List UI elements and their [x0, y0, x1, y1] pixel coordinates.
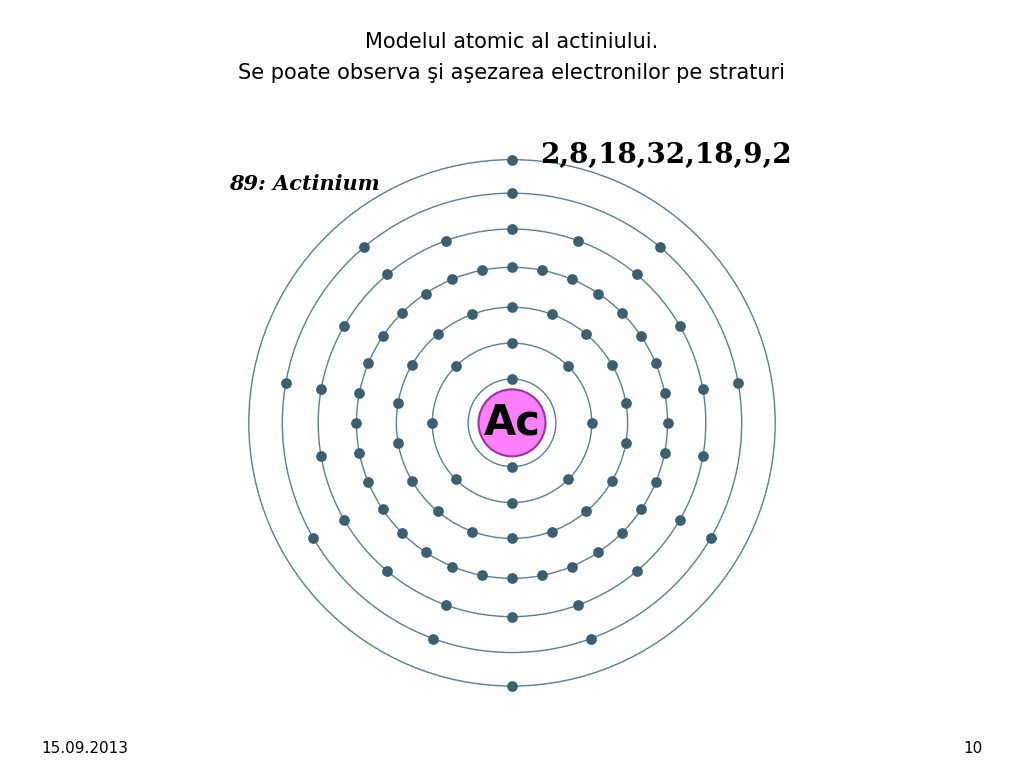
Point	[672, 319, 688, 332]
Point	[429, 505, 445, 518]
Point	[651, 240, 668, 253]
Point	[560, 473, 577, 485]
Point	[394, 527, 411, 539]
Point	[447, 473, 464, 485]
Point	[444, 273, 461, 285]
Point	[617, 437, 634, 449]
Point	[702, 531, 719, 544]
Point	[504, 372, 520, 385]
Point	[504, 223, 520, 235]
Point	[403, 475, 420, 487]
Point	[504, 301, 520, 313]
Point	[348, 417, 365, 429]
Point	[730, 377, 746, 389]
Point	[504, 187, 520, 199]
Point	[629, 565, 645, 578]
Point	[351, 447, 368, 459]
Text: 89: Actinium: 89: Actinium	[229, 174, 380, 194]
Point	[418, 546, 434, 558]
Point	[647, 476, 664, 488]
Point	[647, 357, 664, 369]
Point	[313, 450, 330, 462]
Point	[604, 475, 621, 487]
Point	[424, 417, 440, 429]
Point	[504, 261, 520, 273]
Point	[504, 461, 520, 473]
Point	[336, 514, 352, 526]
Point	[504, 680, 520, 692]
Point	[437, 599, 454, 611]
Point	[535, 569, 551, 581]
Point	[672, 514, 688, 526]
Point	[379, 268, 395, 280]
Point	[629, 268, 645, 280]
Point	[429, 328, 445, 340]
Point	[590, 287, 606, 300]
Point	[560, 360, 577, 372]
Point	[504, 611, 520, 623]
Point	[379, 565, 395, 578]
Point	[437, 234, 454, 247]
Point	[694, 450, 711, 462]
Text: Ac: Ac	[483, 402, 541, 444]
Point	[504, 532, 520, 545]
Point	[570, 599, 587, 611]
Point	[613, 527, 630, 539]
Point	[403, 359, 420, 371]
Point	[579, 328, 595, 340]
Point	[473, 569, 489, 581]
Text: 2,8,18,32,18,9,2: 2,8,18,32,18,9,2	[540, 142, 792, 169]
Point	[356, 240, 373, 253]
Point	[464, 525, 480, 538]
Point	[613, 306, 630, 319]
Point	[656, 386, 673, 399]
Point	[604, 359, 621, 371]
Point	[394, 306, 411, 319]
Point	[617, 396, 634, 409]
Circle shape	[478, 389, 546, 456]
Point	[504, 154, 520, 166]
Point	[584, 417, 600, 429]
Point	[360, 476, 377, 488]
Point	[444, 561, 461, 573]
Text: 10: 10	[964, 741, 983, 756]
Point	[535, 264, 551, 276]
Point	[590, 546, 606, 558]
Point	[579, 505, 595, 518]
Point	[464, 308, 480, 320]
Point	[563, 273, 580, 285]
Point	[633, 330, 649, 343]
Text: Se poate observa şi aşezarea electronilor pe straturi: Se poate observa şi aşezarea electronilo…	[239, 63, 785, 83]
Point	[694, 383, 711, 396]
Point	[504, 496, 520, 508]
Point	[570, 234, 587, 247]
Point	[447, 360, 464, 372]
Point	[418, 287, 434, 300]
Point	[656, 447, 673, 459]
Point	[313, 383, 330, 396]
Point	[390, 396, 407, 409]
Point	[351, 386, 368, 399]
Point	[659, 417, 676, 429]
Point	[425, 633, 441, 645]
Point	[278, 377, 294, 389]
Point	[336, 319, 352, 332]
Point	[305, 531, 322, 544]
Point	[375, 330, 391, 343]
Point	[390, 437, 407, 449]
Point	[360, 357, 377, 369]
Point	[504, 337, 520, 349]
Point	[504, 572, 520, 584]
Text: Modelul atomic al actiniului.: Modelul atomic al actiniului.	[366, 32, 658, 52]
Point	[544, 525, 560, 538]
Text: 15.09.2013: 15.09.2013	[41, 741, 128, 756]
Point	[375, 503, 391, 515]
Point	[633, 503, 649, 515]
Point	[583, 633, 599, 645]
Point	[563, 561, 580, 573]
Point	[473, 264, 489, 276]
Point	[544, 308, 560, 320]
